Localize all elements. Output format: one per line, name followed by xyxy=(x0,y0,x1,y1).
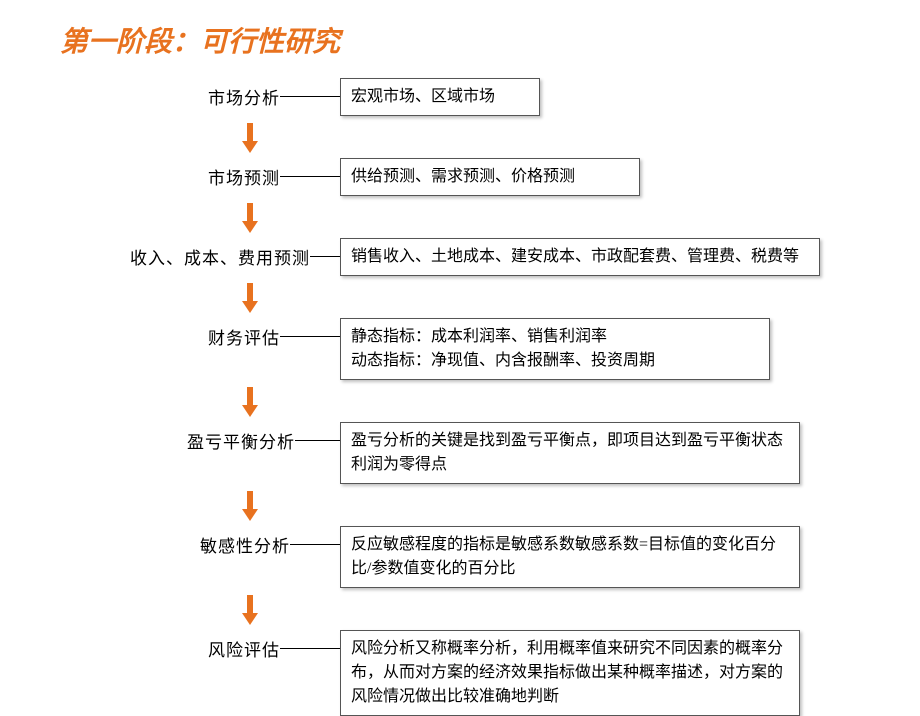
step-description-box: 宏观市场、区域市场 xyxy=(340,78,540,116)
flow-step: 市场分析 宏观市场、区域市场 xyxy=(40,78,880,116)
step-description-box: 盈亏分析的关键是找到盈亏平衡点，即项目达到盈亏平衡状态利润为零得点 xyxy=(340,422,800,484)
step-left: 市场分析 xyxy=(40,84,340,108)
step-label: 盈亏平衡分析 xyxy=(187,428,295,453)
flow-step: 财务评估 静态指标：成本利润率、销售利润率动态指标：净现值、内含报酬率、投资周期 xyxy=(40,318,880,380)
connector-line xyxy=(280,336,340,337)
connector-line xyxy=(280,648,340,649)
flow-arrow xyxy=(40,196,340,238)
step-description-box: 静态指标：成本利润率、销售利润率动态指标：净现值、内含报酬率、投资周期 xyxy=(340,318,770,380)
step-description-box: 供给预测、需求预测、价格预测 xyxy=(340,158,640,196)
page-title: 第一阶段：可行性研究 xyxy=(60,20,880,60)
flow-arrow xyxy=(40,276,340,318)
flow-step: 风险评估 风险分析又称概率分析，利用概率值来研究不同因素的概率分布，从而对方案的经… xyxy=(40,630,880,716)
step-label: 敏感性分析 xyxy=(200,532,290,557)
step-label: 收入、成本、费用预测 xyxy=(130,244,310,269)
step-left: 风险评估 xyxy=(40,636,340,660)
flowchart: 市场分析 宏观市场、区域市场市场预测 供给预测、需求预测、价格预测收入、成本、费用预… xyxy=(40,78,880,716)
step-label: 风险评估 xyxy=(208,636,280,661)
step-left: 财务评估 xyxy=(40,324,340,348)
connector-line xyxy=(290,544,340,545)
flow-arrow xyxy=(40,116,340,158)
step-left: 敏感性分析 xyxy=(40,532,340,556)
flow-step: 市场预测 供给预测、需求预测、价格预测 xyxy=(40,158,880,196)
flow-step: 敏感性分析 反应敏感程度的指标是敏感系数敏感系数=目标值的变化百分比/参数值变化的… xyxy=(40,526,880,588)
flow-step: 收入、成本、费用预测 销售收入、土地成本、建安成本、市政配套费、管理费、税费等 xyxy=(40,238,880,276)
step-label: 市场预测 xyxy=(208,164,280,189)
flow-arrow xyxy=(40,380,340,422)
step-left: 收入、成本、费用预测 xyxy=(40,244,340,268)
connector-line xyxy=(280,176,340,177)
step-description-box: 风险分析又称概率分析，利用概率值来研究不同因素的概率分布，从而对方案的经济效果指… xyxy=(340,630,800,716)
flow-arrow xyxy=(40,484,340,526)
step-label: 市场分析 xyxy=(208,84,280,109)
step-left: 市场预测 xyxy=(40,164,340,188)
flow-arrow xyxy=(40,588,340,630)
step-left: 盈亏平衡分析 xyxy=(40,428,340,452)
flow-step: 盈亏平衡分析 盈亏分析的关键是找到盈亏平衡点，即项目达到盈亏平衡状态利润为零得点 xyxy=(40,422,880,484)
connector-line xyxy=(280,96,340,97)
step-description-box: 反应敏感程度的指标是敏感系数敏感系数=目标值的变化百分比/参数值变化的百分比 xyxy=(340,526,800,588)
connector-line xyxy=(310,256,340,257)
step-description-box: 销售收入、土地成本、建安成本、市政配套费、管理费、税费等 xyxy=(340,238,820,276)
step-label: 财务评估 xyxy=(208,324,280,349)
connector-line xyxy=(295,440,340,441)
